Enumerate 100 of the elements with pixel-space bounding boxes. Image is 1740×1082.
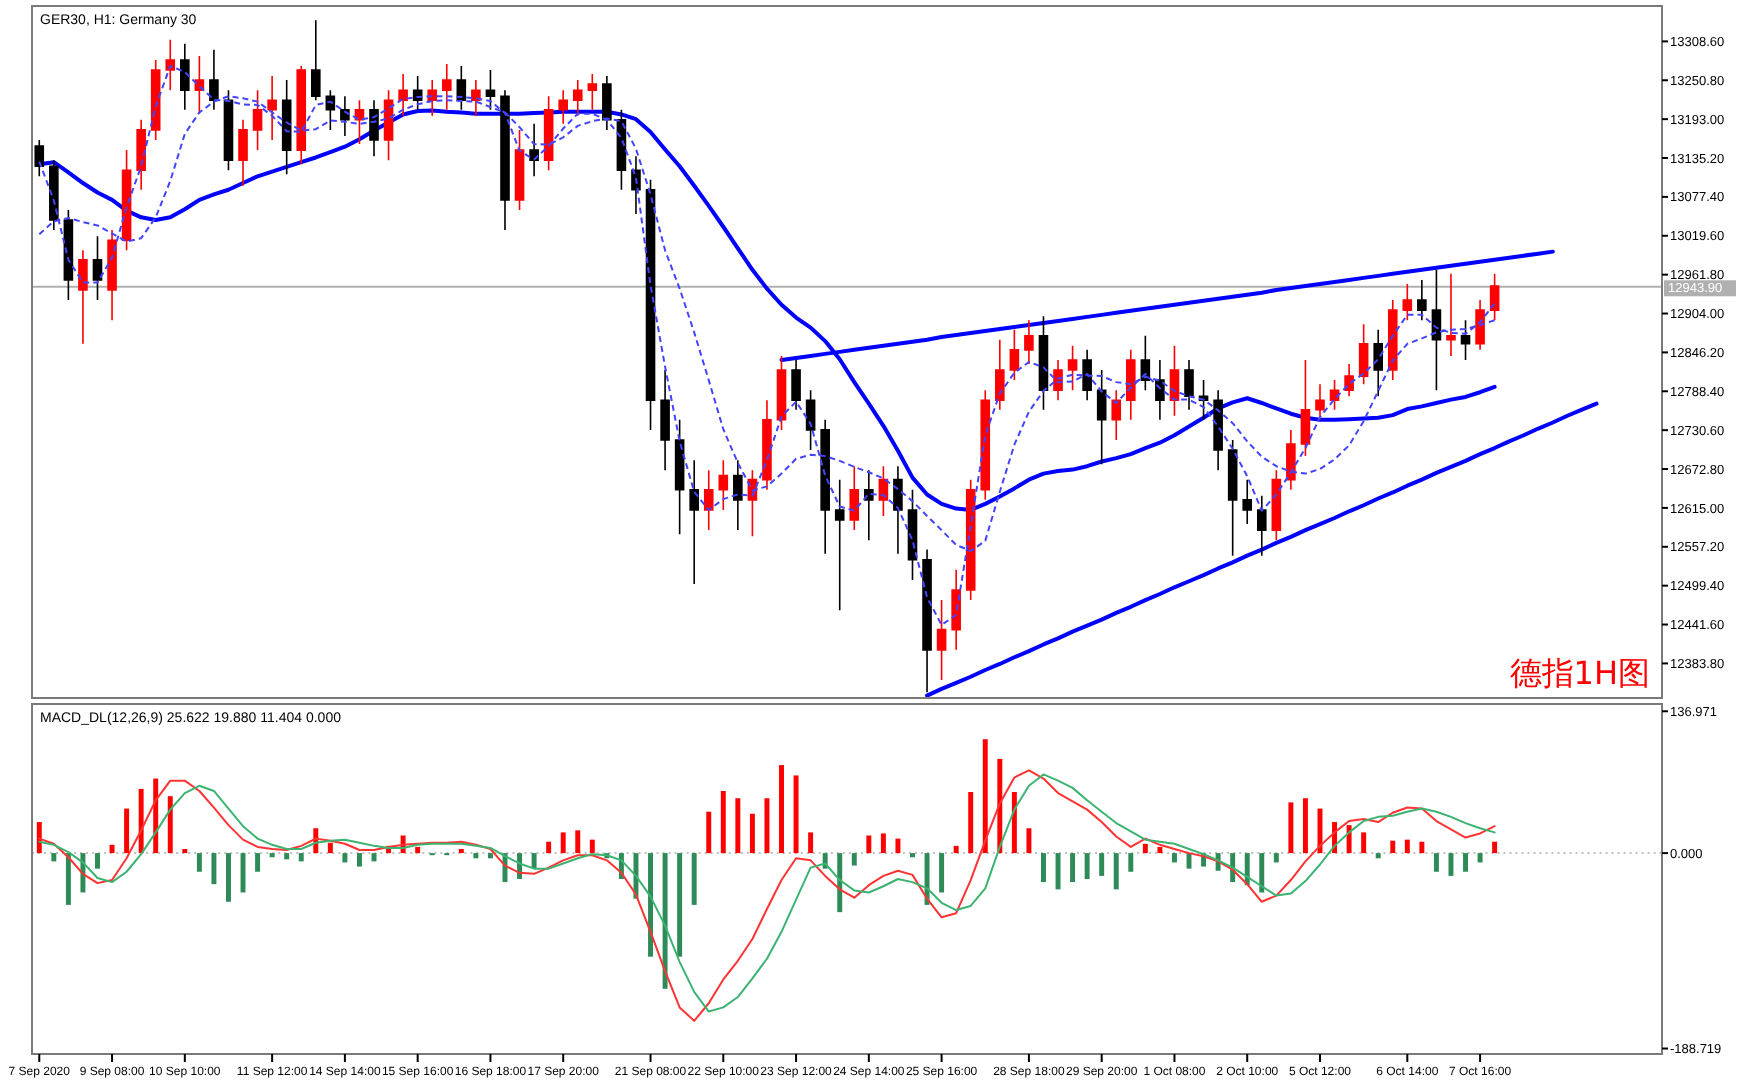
bar — [1011, 792, 1017, 854]
bar — [866, 835, 872, 854]
bar — [1492, 841, 1498, 854]
bar — [1390, 840, 1396, 854]
bar — [342, 853, 348, 863]
line-series — [38, 65, 1496, 626]
bar — [1404, 839, 1410, 854]
candlestick — [1038, 315, 1049, 411]
bar — [677, 853, 683, 957]
bar — [327, 842, 333, 854]
candlestick — [733, 459, 743, 531]
candlestick — [1489, 273, 1500, 322]
candlestick — [1373, 328, 1384, 398]
bar — [458, 848, 464, 854]
bar — [764, 798, 770, 854]
candlestick — [864, 469, 874, 541]
bar — [1259, 853, 1265, 893]
candlestick — [587, 73, 598, 111]
candlestick — [412, 75, 423, 111]
bar — [1041, 853, 1046, 883]
candlestick — [1460, 319, 1471, 361]
candlestick — [1024, 319, 1034, 365]
bar — [1361, 832, 1367, 854]
candlestick — [325, 89, 336, 131]
bar — [1288, 802, 1294, 854]
candlestick — [150, 59, 161, 141]
bar — [851, 853, 857, 866]
bar — [749, 813, 755, 854]
candlestick — [762, 399, 772, 491]
candlestick — [296, 65, 307, 165]
bar — [1375, 853, 1381, 859]
bar — [415, 846, 421, 854]
candlestick — [936, 599, 947, 681]
candlestick — [951, 569, 961, 651]
bar — [808, 832, 814, 854]
bar — [1084, 853, 1090, 879]
candlestick — [558, 89, 569, 125]
candlestick — [281, 79, 292, 176]
bar — [706, 811, 712, 854]
bar — [240, 853, 246, 893]
bar — [880, 833, 886, 854]
candlestick — [34, 139, 45, 178]
candlestick — [965, 478, 976, 601]
candlestick — [995, 338, 1005, 411]
bar — [1070, 853, 1076, 883]
bar — [211, 853, 217, 885]
candlestick — [1082, 349, 1092, 402]
candlestick — [1431, 269, 1442, 392]
bar — [1099, 853, 1105, 876]
candlestick — [776, 355, 787, 431]
candlestick — [1271, 469, 1282, 541]
bar — [531, 853, 537, 869]
candlestick — [1300, 359, 1311, 457]
candlestick — [543, 95, 554, 172]
candlestick — [878, 465, 889, 517]
candlestick — [223, 89, 234, 172]
candlestick — [907, 488, 918, 581]
bar — [167, 796, 173, 854]
bar — [793, 775, 799, 854]
candlestick — [1329, 379, 1340, 411]
candlestick — [1169, 345, 1180, 417]
bar — [1463, 853, 1468, 872]
bar — [1128, 853, 1134, 872]
candlestick — [209, 49, 219, 111]
candlestick — [660, 369, 670, 472]
candlestick — [893, 465, 903, 555]
bar — [895, 838, 901, 854]
bar — [36, 822, 42, 854]
candlestick — [820, 419, 830, 555]
candlestick — [834, 478, 845, 611]
bar — [1157, 846, 1163, 854]
bar — [487, 853, 493, 859]
candlestick — [529, 123, 539, 178]
bar — [779, 765, 784, 854]
candlestick — [78, 249, 88, 345]
candlestick — [1256, 495, 1267, 557]
bar — [124, 808, 130, 854]
candlestick — [92, 235, 103, 301]
bar — [182, 848, 188, 854]
candlestick — [791, 359, 801, 411]
candlestick — [1417, 279, 1427, 322]
candlestick — [252, 89, 263, 151]
candlestick — [1213, 389, 1223, 472]
bar — [255, 853, 261, 872]
candlestick — [922, 548, 932, 694]
bar — [109, 844, 115, 854]
candlestick — [703, 469, 714, 531]
bar — [1026, 828, 1032, 854]
candlestick — [1184, 359, 1194, 411]
candlestick — [980, 389, 991, 501]
bar — [298, 853, 304, 862]
candlestick — [427, 79, 438, 117]
bar — [1302, 798, 1308, 854]
bar — [691, 853, 697, 905]
candlestick — [1227, 439, 1238, 557]
candlestick — [805, 389, 816, 451]
bar — [196, 853, 202, 872]
bar — [735, 798, 741, 854]
candlestick — [1096, 369, 1107, 465]
bar — [720, 790, 726, 854]
